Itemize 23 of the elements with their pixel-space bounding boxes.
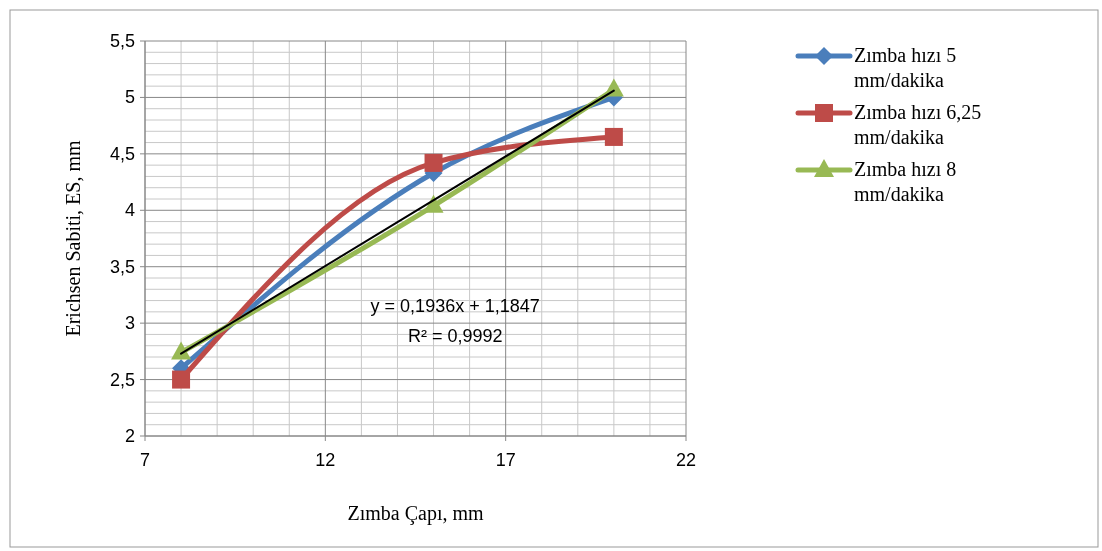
point — [424, 153, 443, 172]
y-tick-label: 4 — [124, 200, 135, 221]
x-tick-label: 7 — [139, 450, 151, 470]
y-axis-title: Erichsen Sabiti, ES, mm — [62, 140, 84, 337]
y-tick-label: 3 — [124, 313, 135, 334]
y-tick-label: 2 — [124, 426, 135, 446]
legend-label: Zımba hızı 6,25 mm/dakika — [854, 101, 982, 148]
x-axis-title: Zımba Çapı, mm — [347, 502, 484, 525]
x-tick-label: 22 — [675, 450, 697, 470]
point — [423, 194, 444, 213]
legend-label: Zımba hızı 5 mm/dakika — [854, 44, 957, 91]
y-tick-label: 5,5 — [109, 31, 135, 51]
y-tick-label: 5 — [124, 87, 135, 108]
legend-label: Zımba hızı 8 mm/dakika — [854, 158, 957, 205]
y-tick-label: 4,5 — [109, 143, 135, 164]
x-tick-label: 12 — [315, 450, 336, 470]
x-tick-label: 17 — [495, 450, 516, 470]
y-tick-label: 3,5 — [109, 256, 135, 277]
point — [604, 127, 623, 146]
point — [172, 370, 191, 389]
annotation: R² = 0,9992 — [407, 325, 503, 346]
y-tick-label: 2,5 — [109, 369, 135, 390]
annotation: y = 0,1936x + 1,1847 — [370, 295, 540, 316]
